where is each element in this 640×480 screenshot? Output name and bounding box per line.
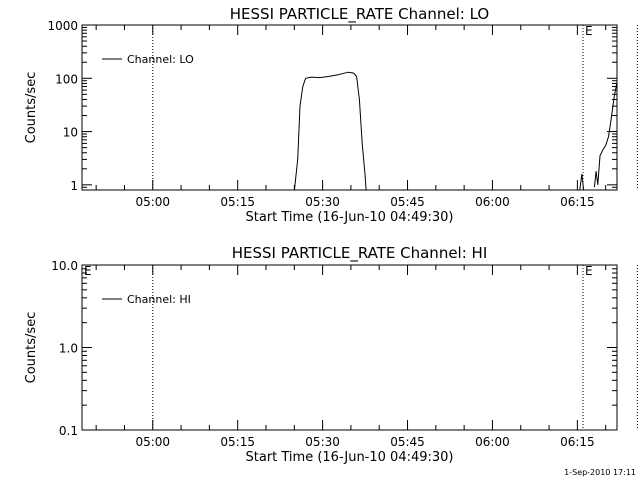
x-tick-label: 06:15 bbox=[560, 435, 595, 449]
x-tick-label: 05:30 bbox=[305, 195, 340, 209]
x-axis-label: Start Time (16-Jun-10 04:49:30) bbox=[246, 210, 454, 225]
y-tick-label: 1000 bbox=[47, 19, 78, 33]
x-tick-label: 05:15 bbox=[220, 195, 255, 209]
chart-title: HESSI PARTICLE_RATE Channel: HI bbox=[232, 244, 488, 263]
hi-channel-panel: HESSI PARTICLE_RATE Channel: HI 05:00 05:1… bbox=[24, 244, 638, 465]
lo-channel-panel: HESSI PARTICLE_RATE Channel: LO 05:00 05:1… bbox=[24, 5, 638, 225]
y-axis-label: Counts/sec bbox=[24, 312, 39, 384]
plot-frame bbox=[81, 264, 618, 431]
y-axis-label: Counts/sec bbox=[24, 72, 39, 144]
event-marker-label: E bbox=[585, 24, 593, 38]
x-tick-label: 05:00 bbox=[135, 435, 170, 449]
y-tick-label: 100 bbox=[55, 72, 78, 86]
y-tick-label: 1.0 bbox=[59, 342, 78, 356]
x-tick-label: 05:30 bbox=[305, 435, 340, 449]
y-tick-label: 10.0 bbox=[51, 259, 78, 273]
x-tick-label: 06:15 bbox=[560, 195, 595, 209]
y-tick-label: 0.1 bbox=[59, 424, 78, 438]
y-tick-label: 10 bbox=[63, 126, 78, 140]
plot-frame bbox=[81, 24, 618, 191]
x-tick-label: 05:45 bbox=[390, 195, 425, 209]
x-tick-label: 06:00 bbox=[475, 435, 510, 449]
chart-title: HESSI PARTICLE_RATE Channel: LO bbox=[230, 5, 489, 24]
series-line bbox=[293, 71, 367, 190]
series-line bbox=[593, 80, 617, 188]
x-tick-label: 05:45 bbox=[390, 435, 425, 449]
legend-label: Channel: LO bbox=[127, 53, 194, 66]
x-axis-label: Start Time (16-Jun-10 04:49:30) bbox=[246, 450, 454, 465]
series-line bbox=[579, 173, 585, 190]
x-tick-label: 06:00 bbox=[475, 195, 510, 209]
legend-label: Channel: HI bbox=[127, 293, 191, 306]
y-tick-label: 1 bbox=[70, 179, 78, 193]
event-marker-label: E bbox=[585, 264, 593, 278]
event-marker-label: E bbox=[84, 264, 92, 278]
generation-timestamp: 1-Sep-2010 17:11 bbox=[564, 468, 636, 477]
x-tick-label: 05:15 bbox=[220, 435, 255, 449]
x-tick-label: 05:00 bbox=[135, 195, 170, 209]
